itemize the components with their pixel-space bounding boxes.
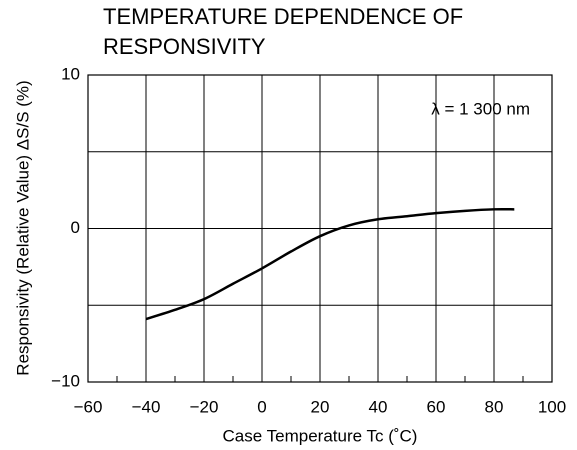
data-line <box>145 207 515 321</box>
x-axis-label: Case Temperature Tc (˚C) <box>223 426 418 445</box>
x-tick-label: −40 <box>132 397 161 416</box>
x-tick-label: 80 <box>485 397 504 416</box>
x-tick-label: 60 <box>427 397 446 416</box>
x-tick-label: −20 <box>190 397 219 416</box>
chart-title: TEMPERATURE DEPENDENCE OF <box>103 4 463 29</box>
annotation: λ = 1 300 nm <box>431 99 530 118</box>
x-tick-label: 0 <box>257 397 266 416</box>
chart-title: RESPONSIVITY <box>103 34 266 59</box>
x-tick-label: 40 <box>369 397 388 416</box>
x-tick-label: 20 <box>311 397 330 416</box>
y-tick-label: 10 <box>61 64 80 83</box>
x-tick-label: −60 <box>74 397 103 416</box>
y-axis-label: Responsivity (Relative Value) ΔS/S (%) <box>13 80 32 375</box>
x-tick-label: 100 <box>538 397 566 416</box>
y-tick-label: −10 <box>51 371 80 390</box>
y-tick-label: 0 <box>71 218 80 237</box>
